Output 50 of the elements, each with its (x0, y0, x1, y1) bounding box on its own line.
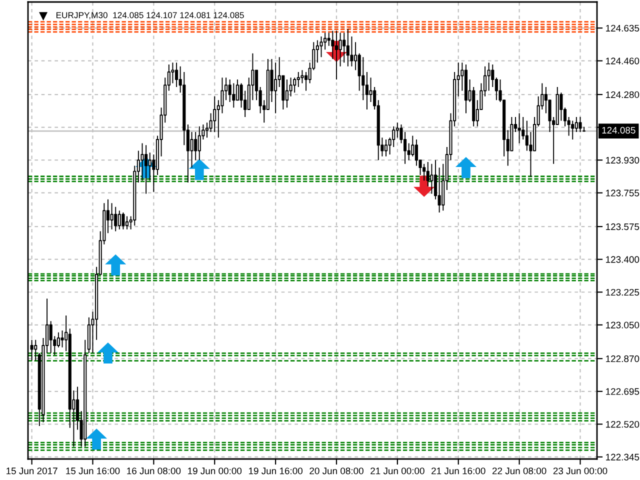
candlestick (84, 339, 87, 448)
y-tick-label: 122.520 (606, 420, 640, 428)
y-tick-label: 123.930 (606, 156, 640, 164)
y-tick-label: 122.695 (606, 388, 640, 395)
y-tick-label: 124.460 (606, 58, 640, 64)
candlestick (122, 212, 125, 230)
candlestick (125, 216, 129, 230)
candlestick (384, 138, 388, 157)
candlestick (346, 28, 350, 67)
candlestick (118, 210, 121, 230)
candlestick (110, 202, 114, 230)
x-tick-label: 19 Jun 16:00 (248, 468, 302, 474)
x-tick-label: 21 Jun 00:00 (370, 468, 424, 474)
candlestick (578, 116, 582, 132)
candlestick (30, 339, 34, 361)
candlestick (114, 206, 118, 232)
candlestick (334, 30, 338, 80)
y-tick-label: 123.225 (606, 288, 640, 296)
x-tick-label: 15 Jun 16:00 (66, 468, 120, 474)
point (97, 342, 119, 364)
candlestick (571, 120, 574, 140)
x-tick-label: 22 Jun 08:00 (492, 468, 546, 474)
x-tick-label: 21 Jun 16:00 (432, 468, 486, 474)
x-tick-label: 19 Jun 00:00 (188, 468, 242, 474)
candlestick (34, 339, 38, 361)
candlestick (342, 32, 346, 64)
text: EURJPY,M30 124.085 124.107 124.081 124.085 (56, 12, 244, 20)
y-tick-label: 122.870 (606, 355, 640, 362)
y-tick-label: 124.280 (606, 91, 640, 98)
x-tick-label: 20 Jun 08:00 (310, 468, 364, 474)
y-tick-label: 123.050 (606, 322, 640, 328)
y-tick-label: 123.575 (606, 223, 640, 230)
point (455, 157, 477, 178)
y-tick-label: 124.635 (606, 24, 640, 32)
point (188, 158, 210, 180)
y-tick-label: 123.400 (606, 256, 640, 263)
y-tick-label: 123.755 (606, 190, 640, 196)
ref-line-label: 124.085 (602, 126, 636, 134)
candlestick (144, 144, 148, 194)
candlestick (518, 112, 521, 144)
candlestick (285, 79, 289, 108)
candlestick (464, 64, 468, 114)
x-tick-label: 23 Jun 00:00 (553, 468, 608, 474)
candlestick (198, 126, 201, 161)
x-tick-label: 16 Jun 08:00 (127, 468, 181, 474)
candlestick (232, 82, 236, 108)
point (105, 254, 126, 276)
point (86, 428, 108, 450)
x-tick-label: 15 Jun 2017 (6, 468, 58, 474)
y-tick-label: 122.345 (606, 454, 640, 460)
